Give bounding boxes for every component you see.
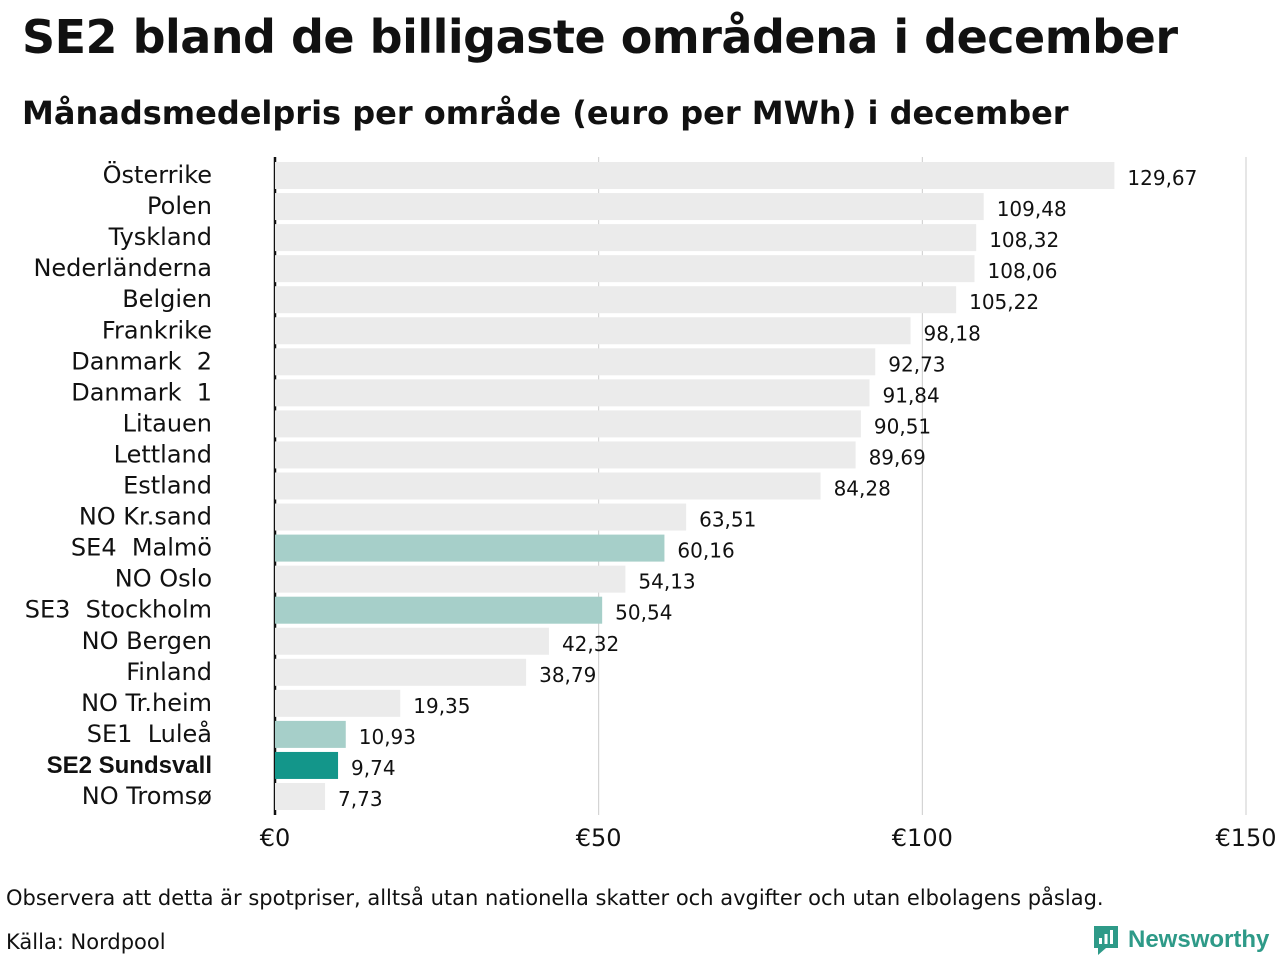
x-tick-label: €100 bbox=[892, 824, 953, 852]
bar-chart: Österrike Polen Tyskland Nederländerna Belgi… bbox=[25, 157, 1277, 852]
x-tick-label: €0 bbox=[260, 824, 291, 852]
bar bbox=[275, 317, 911, 345]
value-label: 109,48 bbox=[997, 197, 1067, 221]
category-label: Österrike bbox=[103, 160, 212, 189]
bar bbox=[275, 503, 687, 531]
value-label: 108,32 bbox=[989, 228, 1059, 252]
value-label: 38,79 bbox=[539, 663, 596, 687]
value-label: 108,06 bbox=[988, 259, 1058, 283]
category-label: SE1 Luleå bbox=[87, 719, 212, 748]
category-label: Nederländerna bbox=[33, 254, 212, 282]
value-label: 92,73 bbox=[888, 352, 945, 376]
category-label: NO Tromsø bbox=[82, 782, 212, 810]
bar bbox=[275, 410, 861, 438]
value-label: 50,54 bbox=[615, 601, 672, 625]
bar bbox=[275, 689, 401, 717]
value-label: 105,22 bbox=[969, 290, 1039, 314]
footnote: Observera att detta är spotpriser, allts… bbox=[6, 886, 1104, 910]
category-label: Litauen bbox=[123, 409, 212, 437]
value-label: 63,51 bbox=[699, 508, 756, 532]
bar bbox=[275, 534, 665, 562]
value-label: 54,13 bbox=[638, 570, 695, 594]
category-label: Frankrike bbox=[102, 316, 212, 344]
category-label: Polen bbox=[147, 192, 212, 220]
bar bbox=[275, 627, 549, 655]
x-tick-label: €150 bbox=[1215, 824, 1276, 852]
x-tick-labels: €0 €50 €100 €150 bbox=[260, 824, 1277, 852]
bar bbox=[275, 565, 626, 593]
bar bbox=[275, 720, 346, 748]
newsworthy-logo-icon bbox=[1094, 926, 1118, 955]
category-label: SE4 Malmö bbox=[71, 534, 212, 562]
bar bbox=[275, 286, 957, 314]
bar bbox=[275, 193, 984, 221]
chart-subtitle: Månadsmedelpris per område (euro per MWh… bbox=[22, 94, 1069, 132]
value-label: 90,51 bbox=[874, 414, 931, 438]
chart-title: SE2 bland de billigaste områdena i decem… bbox=[22, 10, 1178, 64]
category-label: Danmark 2 bbox=[71, 347, 212, 375]
bars bbox=[275, 162, 1115, 810]
category-label: Tyskland bbox=[108, 223, 212, 251]
bar bbox=[275, 783, 326, 810]
bar bbox=[275, 224, 977, 252]
category-label: NO Bergen bbox=[82, 627, 212, 655]
value-label: 129,67 bbox=[1127, 166, 1197, 190]
value-label: 91,84 bbox=[883, 383, 940, 407]
category-label: SE2 Sundsvall bbox=[47, 752, 212, 779]
x-tick-label: €50 bbox=[576, 824, 622, 852]
bar bbox=[275, 348, 876, 376]
category-labels: Österrike Polen Tyskland Nederländerna Belgi… bbox=[25, 160, 212, 810]
bar bbox=[275, 162, 1115, 189]
category-label: Belgien bbox=[122, 285, 212, 313]
value-label: 19,35 bbox=[413, 694, 470, 718]
category-label: NO Kr.sand bbox=[79, 503, 212, 531]
source-text: Källa: Nordpool bbox=[6, 930, 166, 954]
bar bbox=[275, 255, 975, 283]
category-label: Estland bbox=[123, 472, 212, 500]
category-label: NO Oslo bbox=[115, 565, 212, 593]
value-label: 89,69 bbox=[869, 445, 926, 469]
category-label: NO Tr.heim bbox=[81, 689, 212, 717]
category-label: Danmark 1 bbox=[71, 378, 212, 406]
bar bbox=[275, 379, 870, 407]
value-label: 98,18 bbox=[924, 321, 981, 345]
brand-logo: Newsworthy bbox=[1092, 924, 1269, 956]
value-label: 60,16 bbox=[677, 539, 734, 563]
category-label: Finland bbox=[126, 658, 212, 686]
value-label: 42,32 bbox=[562, 632, 619, 656]
bar bbox=[275, 596, 603, 624]
bar bbox=[275, 658, 527, 686]
value-label: 84,28 bbox=[834, 477, 891, 501]
bar bbox=[275, 472, 821, 500]
brand-name: Newsworthy bbox=[1128, 926, 1270, 953]
category-label: SE3 Stockholm bbox=[25, 596, 212, 624]
value-labels: 129,67 109,48 108,32 108,06 105,22 98,18 92,73… bbox=[338, 166, 1197, 811]
value-label: 7,73 bbox=[338, 787, 383, 811]
category-label: Lettland bbox=[114, 440, 212, 468]
value-label: 9,74 bbox=[351, 756, 396, 780]
bar bbox=[275, 751, 339, 779]
bar bbox=[275, 441, 856, 469]
value-label: 10,93 bbox=[359, 725, 416, 749]
